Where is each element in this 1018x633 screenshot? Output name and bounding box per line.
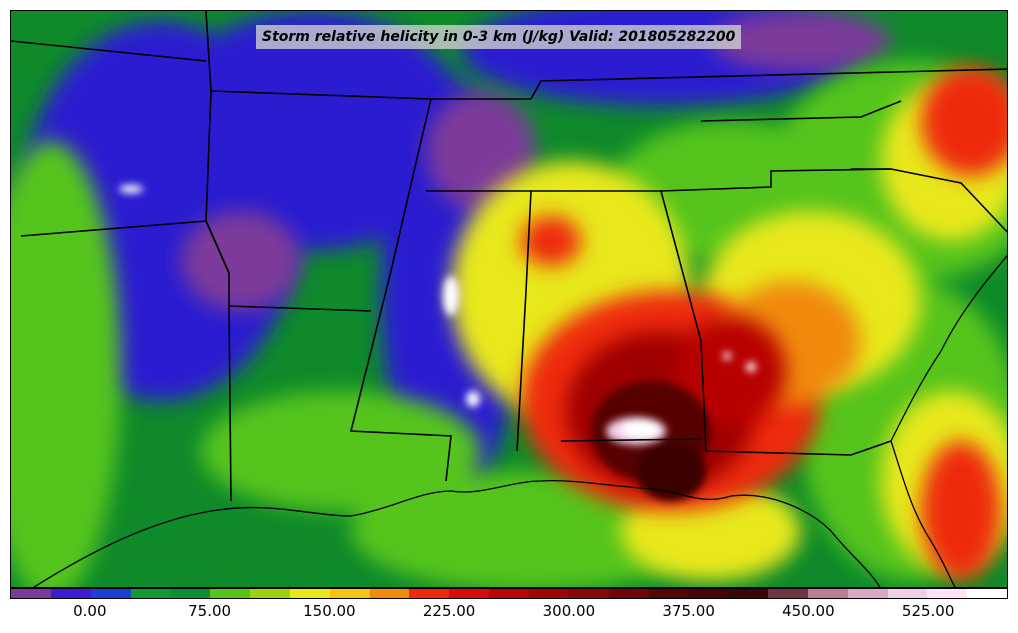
colorbar-swatch	[728, 589, 769, 598]
colorbar-swatch	[768, 589, 808, 598]
colorbar-swatch	[528, 589, 569, 598]
colorbar-swatch	[130, 589, 171, 598]
helicity-field-svg	[11, 11, 1007, 587]
colorbar-swatch	[11, 589, 51, 598]
helicity-map: Storm relative helicity in 0-3 km (J/kg)…	[10, 10, 1008, 588]
colorbar-swatch	[608, 589, 649, 598]
colorbar-tick-label: 0.00	[73, 602, 107, 620]
colorbar-swatch	[329, 589, 370, 598]
colorbar-swatch	[90, 589, 131, 598]
colorbar-swatch	[250, 589, 290, 598]
colorbar	[10, 588, 1008, 599]
coastline	[32, 254, 1007, 587]
colorbar-swatch	[210, 589, 251, 598]
colorbar-swatch	[887, 589, 928, 598]
colorbar-swatch	[967, 589, 1008, 598]
colorbar-swatch	[289, 589, 330, 598]
colorbar-tick-label: 450.00	[782, 602, 835, 620]
field-white-core	[119, 185, 756, 445]
colorbar-swatch	[688, 589, 729, 598]
colorbar-tick-label: 150.00	[303, 602, 356, 620]
colorbar-swatch	[170, 589, 211, 598]
colorbar-tick-label: 75.00	[188, 602, 232, 620]
colorbar-swatch	[449, 589, 490, 598]
colorbar-swatch	[807, 589, 848, 598]
colorbar-swatch	[927, 589, 968, 598]
map-title: Storm relative helicity in 0-3 km (J/kg)…	[256, 25, 742, 49]
colorbar-swatch	[409, 589, 450, 598]
colorbar-labels: 0.00 75.00 150.00 225.00 300.00 375.00 450.00 5…	[10, 600, 1008, 626]
colorbar-swatch	[489, 589, 529, 598]
colorbar-tick-label: 375.00	[662, 602, 715, 620]
colorbar-swatch	[648, 589, 689, 598]
state-boundaries	[11, 11, 1007, 502]
colorbar-swatch	[847, 589, 888, 598]
colorbar-tick-label: 300.00	[542, 602, 596, 620]
colorbar-swatch	[568, 589, 609, 598]
colorbar-tick-label: 525.00	[901, 602, 955, 620]
colorbar-swatch	[369, 589, 410, 598]
colorbar-swatch	[50, 589, 91, 598]
colorbar-tick-label: 225.00	[422, 602, 476, 620]
